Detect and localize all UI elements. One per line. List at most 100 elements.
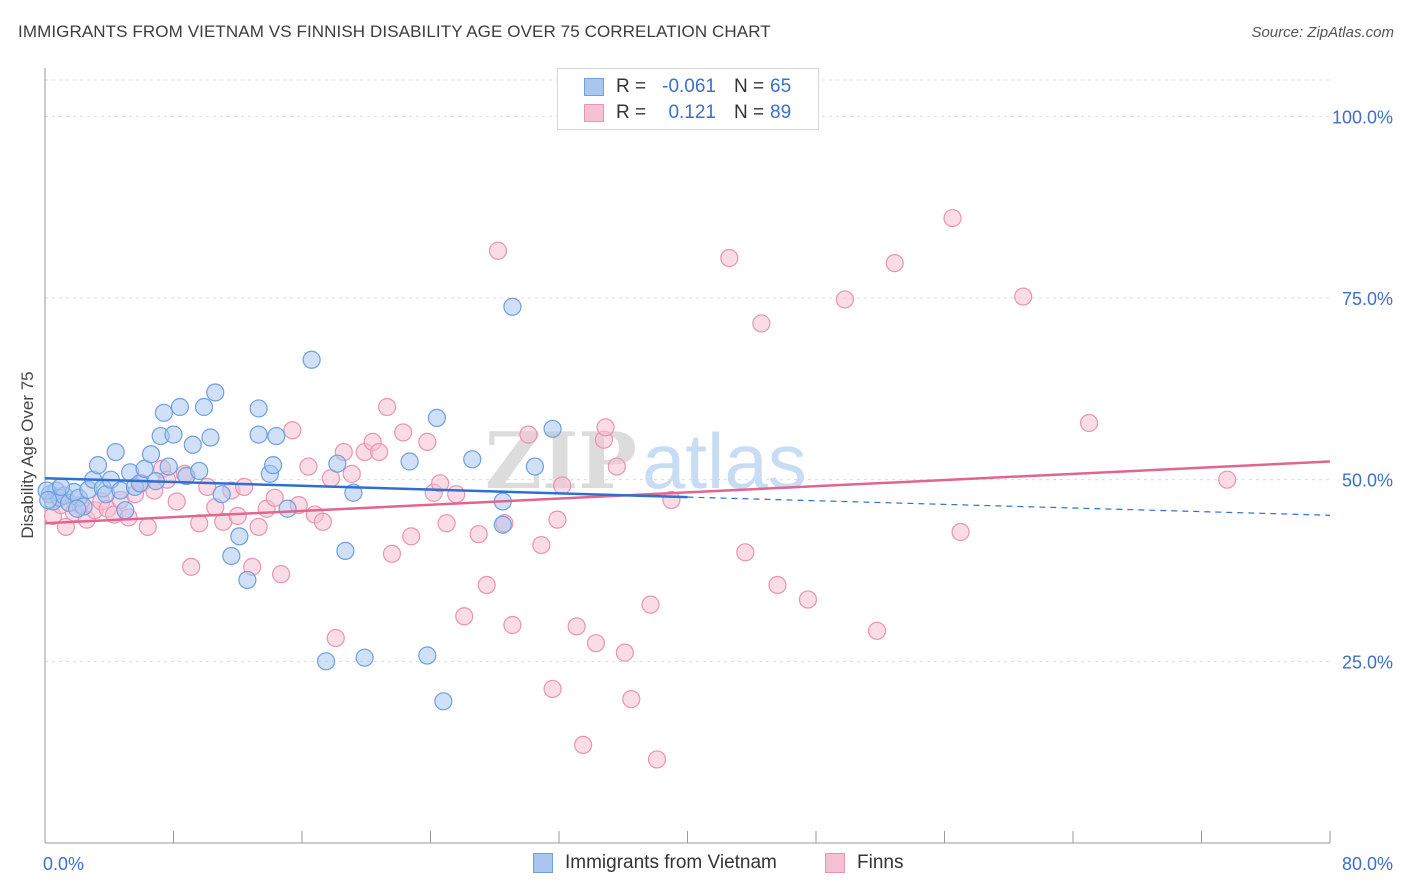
finns-point: [641, 595, 660, 614]
finns-point: [596, 418, 615, 437]
finns-point: [553, 476, 572, 495]
finns-point: [326, 628, 345, 648]
x-tick-label: 0.0%: [43, 854, 84, 874]
tick-labels: 25.0% 50.0% 75.0% 100.0% 0.0% 80.0%: [43, 107, 1393, 874]
vietnam-point: [164, 425, 183, 444]
finns-point: [548, 510, 567, 529]
finns-point: [532, 535, 551, 555]
finns-point: [622, 690, 641, 709]
finns-point: [342, 464, 361, 483]
vietnam-point: [190, 461, 209, 481]
finns-point: [798, 590, 818, 609]
finns-point: [1079, 413, 1099, 433]
finns-point: [431, 474, 450, 493]
vietnam-point: [543, 419, 562, 438]
finns-point: [543, 679, 562, 699]
stats-box: R = -0.061 N = 65 R = 0.121 N = 89: [557, 68, 819, 130]
vietnam-point: [316, 652, 336, 671]
y-tick-label: 75.0%: [1342, 289, 1393, 309]
axes: [44, 68, 1331, 844]
finns-point: [519, 425, 538, 444]
vietnam-trend-line: [44, 476, 688, 499]
vietnam-point: [418, 646, 437, 665]
finns-point: [167, 492, 186, 511]
vietnam-point: [434, 692, 453, 711]
vietnam-point: [278, 499, 297, 518]
finns-point: [402, 527, 421, 546]
finns-point: [607, 457, 626, 476]
x-tick-label: 80.0%: [1342, 854, 1393, 874]
finns-point: [567, 617, 586, 636]
finns-point: [138, 517, 157, 537]
vietnam-point: [154, 403, 173, 422]
r-label: R =: [616, 102, 647, 123]
finns-point: [394, 423, 413, 442]
vietnam-point: [194, 397, 214, 417]
r-label: R =: [616, 76, 647, 97]
vietnam-point: [267, 426, 286, 446]
finns-point: [370, 442, 389, 462]
finns-point: [720, 248, 739, 268]
finns-swatch: [584, 104, 604, 122]
finns-point: [228, 506, 247, 526]
grid-lines: [45, 79, 1330, 662]
finns-point: [265, 488, 284, 507]
vietnam-point: [238, 570, 257, 590]
trend-lines: [44, 460, 1331, 525]
vietnam-point: [503, 297, 522, 316]
vietnam-swatch: [584, 78, 604, 96]
vietnam-trend-extension: [687, 496, 1331, 516]
legend-label: Immigrants from Vietnam: [565, 852, 777, 873]
finns-point: [1218, 470, 1237, 489]
finns-point: [272, 565, 291, 584]
y-tick-label: 25.0%: [1342, 652, 1393, 672]
finns-point: [418, 432, 437, 451]
vietnam-point: [51, 477, 71, 497]
finns-point: [488, 241, 508, 260]
vietnam-point: [336, 541, 355, 560]
vietnam-point: [201, 428, 220, 447]
finns-legend-swatch: [825, 853, 845, 873]
finns-point: [249, 517, 268, 537]
vietnam-point: [302, 350, 321, 369]
vietnam-point: [230, 527, 249, 546]
vietnam-point: [212, 485, 231, 504]
finns-point: [382, 544, 402, 563]
finns-point: [182, 557, 201, 576]
finns-point: [437, 514, 456, 533]
finns-trend-line: [44, 460, 1331, 525]
n-label: N =: [734, 102, 765, 123]
legend-label: Finns: [857, 852, 904, 873]
vietnam-point: [427, 408, 447, 427]
vietnam-point: [463, 450, 482, 469]
finns-point: [455, 607, 474, 626]
vietnam-point: [249, 399, 268, 418]
chart-title: IMMIGRANTS FROM VIETNAM VS FINNISH DISAB…: [18, 22, 771, 41]
y-tick-label: 100.0%: [1332, 107, 1393, 127]
finns-point: [573, 735, 593, 755]
vietnam-point: [355, 648, 374, 667]
finns-point: [313, 512, 332, 531]
finns-point: [477, 575, 496, 595]
finns-point: [943, 208, 962, 228]
finns-point: [885, 254, 904, 273]
vietnam-point: [328, 454, 347, 473]
y-tick-label: 50.0%: [1342, 471, 1393, 491]
vietnam-point: [159, 457, 178, 476]
vietnam-point: [88, 456, 108, 475]
n-label: N =: [734, 76, 765, 97]
vietnam-point: [68, 499, 87, 518]
finns-point: [1014, 287, 1033, 306]
finns-point: [378, 397, 397, 417]
vietnam-point: [525, 457, 545, 476]
vietnam-point: [183, 435, 202, 454]
vietnam-point: [206, 383, 225, 402]
r-value: -0.061: [662, 76, 716, 97]
vietnam-point: [170, 397, 190, 417]
vietnam-legend-swatch: [533, 853, 553, 873]
vietnam-point: [39, 490, 58, 510]
finns-point: [299, 457, 318, 476]
finns-point: [951, 522, 970, 542]
source-label: Source: ZipAtlas.com: [1251, 24, 1394, 41]
